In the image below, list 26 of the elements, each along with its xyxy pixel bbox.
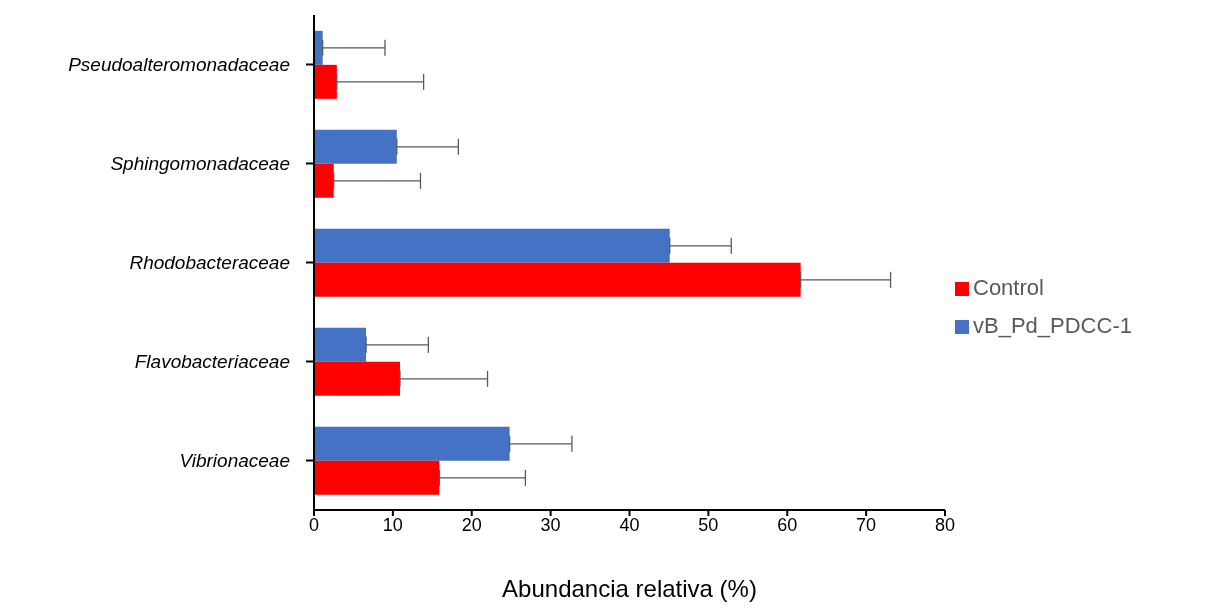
bar [314,64,337,99]
bar [314,228,670,263]
x-tick-label: 40 [619,514,640,535]
x-tick-label: 80 [934,514,956,535]
y-tick-label: Sphingomonadaceae [110,152,290,174]
x-axis-title: Abundancia relativa (%) [502,575,757,602]
y-tick-label: Vibrionaceae [179,449,290,471]
x-tick-label: 30 [540,514,561,535]
x-tick-label: 70 [856,514,877,535]
legend-label: vB_Pd_PDCC-1 [973,312,1132,338]
x-tick-label: 60 [777,514,798,535]
y-tick-label: Flavobacteriaceae [134,350,290,372]
bar [314,361,400,396]
legend-label: Control [973,274,1044,300]
bar [314,460,440,495]
y-tick-label: Rhodobacteraceae [129,251,290,273]
bar [314,262,801,297]
bar [314,163,334,198]
x-tick-label: 10 [382,514,403,535]
x-tick-label: 20 [461,514,482,535]
bar [314,327,367,362]
x-tick-label: 50 [698,514,719,535]
x-tick-label: 0 [308,514,320,535]
bar [314,426,510,461]
bar [314,129,397,164]
y-tick-label: Pseudoalteromonadaceae [68,53,290,75]
